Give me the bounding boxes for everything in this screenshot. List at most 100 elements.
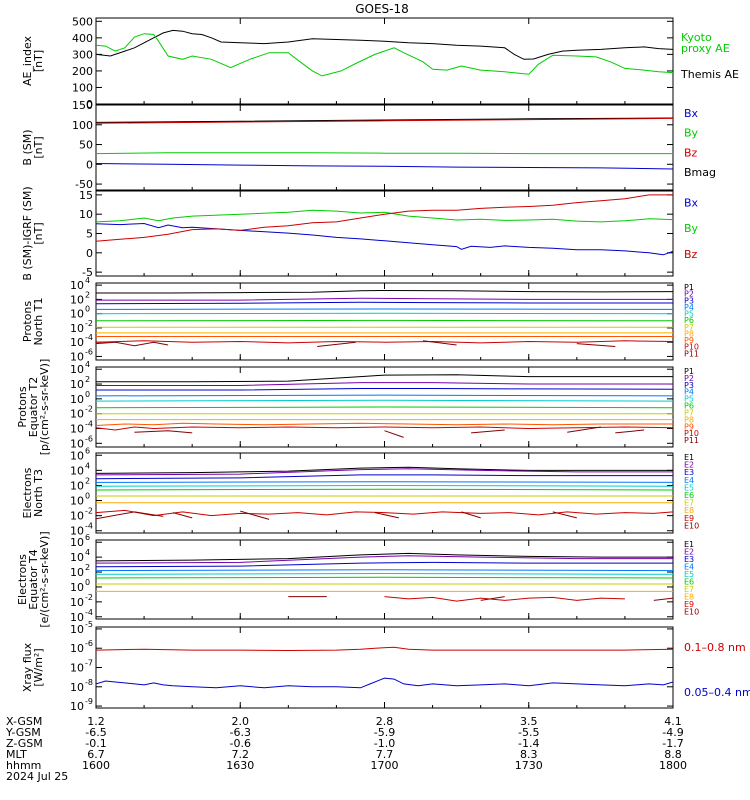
legend-entry: Bmag — [684, 166, 716, 179]
legend-entry: P8 — [684, 415, 694, 424]
legend-entry: E10 — [684, 608, 699, 617]
y-tick-exponent: -4 — [85, 419, 93, 428]
y-axis-label: [W/m²] — [32, 648, 45, 686]
y-tick-exponent: -2 — [85, 319, 93, 328]
x-axis-table: X-GSM 1.2 2.0 2.8 3.5 4.1 Y-GSM -6.5 -6.3 -5.9 -5.… — [5, 715, 687, 783]
series-e10 — [172, 512, 193, 519]
row-value: 8.3 — [520, 748, 538, 761]
row-value: -0.6 — [230, 737, 251, 750]
y-axis-label: Equator T4 — [27, 549, 40, 609]
y-axis-label: AE_index — [21, 35, 34, 86]
y-tick-exponent: -7 — [85, 659, 93, 668]
y-tick-label: 10 — [70, 464, 84, 477]
row-value: 7.7 — [376, 748, 394, 761]
y-axis-label: [p/(cm²-s-sr-keV)] — [38, 359, 51, 456]
y-tick-label: 400 — [72, 32, 93, 45]
y-tick-label: -50 — [75, 178, 93, 191]
y-tick-label: 5 — [86, 228, 93, 241]
legend-entry: E1 — [684, 540, 694, 549]
row-value: -6.3 — [230, 726, 251, 739]
y-tick-label: 200 — [72, 65, 93, 78]
legend-entry: E7 — [684, 585, 694, 594]
y-tick-label: 10 — [70, 525, 84, 538]
legend-entry: P6 — [684, 402, 694, 411]
series-e4 — [96, 481, 673, 483]
legend-entry: E1 — [684, 453, 694, 462]
legend-entry: Bz — [684, 146, 698, 159]
series-e2 — [96, 555, 673, 564]
series-p10 — [96, 340, 673, 344]
y-tick-exponent: 4 — [85, 276, 90, 285]
y-tick-label: 15 — [79, 189, 93, 202]
y-tick-label: 0 — [86, 158, 93, 171]
y-tick-exponent: 0 — [85, 305, 90, 314]
figure-title: GOES-18 — [355, 2, 409, 16]
legend-entry: Themis AE — [680, 68, 739, 81]
y-axis-label: Protons — [16, 386, 29, 427]
y-tick-label: 10 — [70, 378, 84, 391]
y-tick-exponent: 2 — [85, 563, 90, 572]
series-p11 — [567, 426, 601, 433]
y-tick-exponent: 0 — [85, 390, 90, 399]
row-value: 8.8 — [664, 748, 682, 761]
panel-frame — [95, 190, 674, 277]
series-p2 — [96, 382, 673, 386]
legend-entry: P9 — [684, 336, 694, 345]
y-tick-exponent: -6 — [85, 639, 93, 648]
y-axis-label: [nT] — [32, 50, 45, 72]
series-p11 — [615, 429, 645, 434]
y-tick-label: 10 — [70, 422, 84, 435]
row-value: 7.2 — [232, 748, 250, 761]
series-e10 — [552, 511, 577, 519]
y-tick-exponent: -9 — [85, 697, 93, 706]
legend-entry: E4 — [684, 563, 694, 572]
series-e10 — [374, 512, 400, 519]
y-axis-label: [nT] — [32, 136, 45, 158]
legend-entry: P4 — [684, 388, 694, 397]
y-tick-label: 100 — [72, 119, 93, 132]
series-p3 — [96, 301, 673, 305]
series-by — [96, 152, 673, 155]
series-bz — [96, 194, 673, 242]
row-value: -0.1 — [85, 737, 106, 750]
y-axis-label: Electrons — [16, 554, 29, 605]
series-themis-ae — [96, 29, 673, 60]
row-value: -5.9 — [374, 726, 395, 739]
y-axis-label: Xray flux — [21, 642, 34, 692]
y-axis-label: B (SM) — [21, 129, 34, 165]
legend-entry: P1 — [684, 367, 694, 376]
y-tick-label: 10 — [70, 662, 84, 675]
row-value: 1600 — [82, 759, 110, 772]
row-value: 1.2 — [87, 715, 105, 728]
series-p11 — [134, 430, 193, 434]
series-bx — [96, 222, 673, 256]
legend-entry: P4 — [684, 303, 694, 312]
panel-frame — [95, 626, 674, 709]
row-value: 1800 — [659, 759, 687, 772]
legend-entry: E8 — [684, 593, 694, 602]
row-label-z-gsm: Z-GSM — [6, 737, 43, 750]
y-axis-label: North T1 — [32, 298, 45, 346]
legend-entry: P5 — [684, 310, 694, 319]
y-tick-exponent: 0 — [85, 492, 90, 501]
series-p4 — [96, 394, 673, 397]
row-value: -1.7 — [662, 737, 683, 750]
row-value: 1730 — [515, 759, 543, 772]
legend-entry: E9 — [684, 514, 694, 523]
legend-entry: P11 — [684, 436, 699, 445]
legend-entry: P11 — [684, 349, 699, 358]
legend-entry: P3 — [684, 381, 694, 390]
series-p11 — [576, 343, 616, 347]
series-bx — [96, 163, 673, 170]
y-tick-label: 10 — [70, 308, 84, 321]
row-value: -1.0 — [374, 737, 395, 750]
series-e6 — [96, 488, 673, 491]
series-e10 — [461, 511, 481, 519]
y-tick-exponent: -2 — [85, 405, 93, 414]
row-label-x-gsm: X-GSM — [6, 715, 42, 728]
row-value: 1630 — [226, 759, 254, 772]
y-axis-label: [e/(cm²-s-sr-keV)] — [38, 531, 51, 627]
legend-entry: Kyoto — [681, 31, 712, 44]
